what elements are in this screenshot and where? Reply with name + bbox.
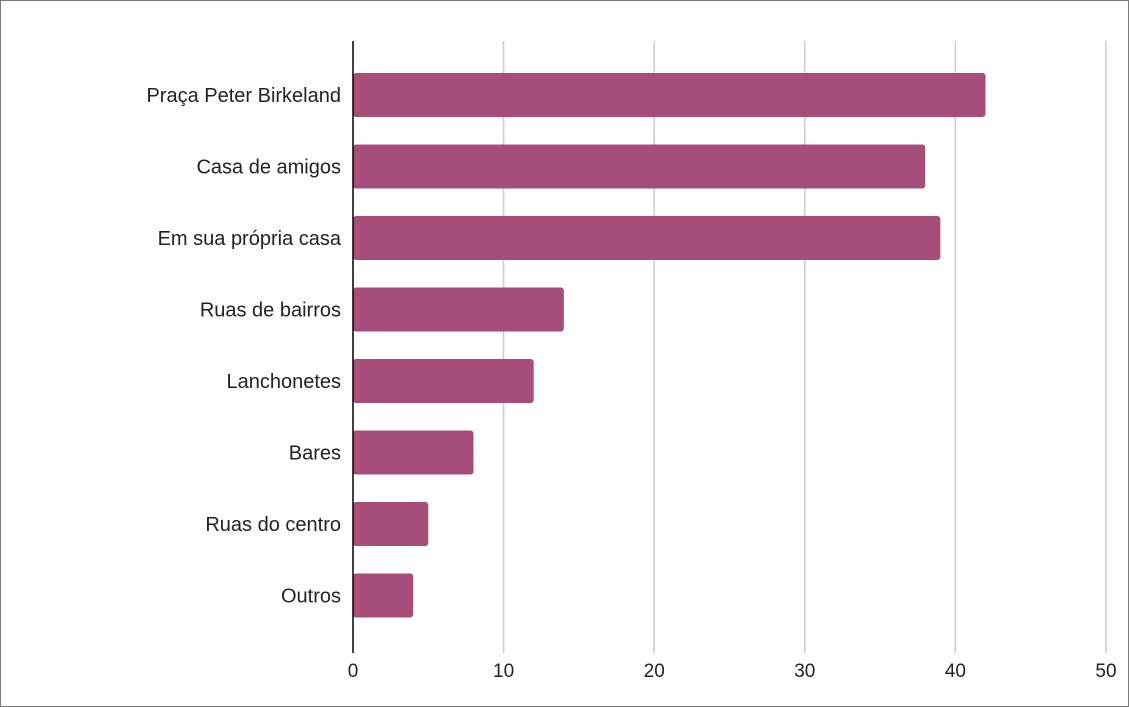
category-label: Casa de amigos xyxy=(196,157,341,179)
gridlines xyxy=(502,41,1107,653)
x-tick-label: 40 xyxy=(945,661,966,682)
x-tick-labels: 0 10 20 30 40 50 xyxy=(348,661,1117,682)
category-label: Ruas do centro xyxy=(205,514,341,536)
bar xyxy=(353,502,429,546)
category-label: Bares xyxy=(289,443,341,465)
bar xyxy=(353,573,414,618)
category-label: Outros xyxy=(281,586,341,608)
x-tick-label: 30 xyxy=(794,661,815,682)
x-tick-label: 20 xyxy=(644,661,665,682)
bar xyxy=(353,287,564,332)
bar xyxy=(353,216,941,260)
bar xyxy=(353,144,926,189)
category-label: Em sua própria casa xyxy=(158,228,342,250)
bar xyxy=(353,73,986,117)
bar xyxy=(353,430,474,475)
bar xyxy=(353,359,534,403)
category-label: Lanchonetes xyxy=(226,371,341,393)
x-tick-label: 50 xyxy=(1095,661,1116,682)
category-label: Praça Peter Birkeland xyxy=(146,85,341,107)
category-labels: Praça Peter Birkeland Casa de amigos Em su… xyxy=(146,85,341,608)
category-label: Ruas de bairros xyxy=(200,300,341,322)
x-tick-label: 0 xyxy=(348,661,359,682)
x-tick-label: 10 xyxy=(493,661,514,682)
bars xyxy=(353,73,986,618)
